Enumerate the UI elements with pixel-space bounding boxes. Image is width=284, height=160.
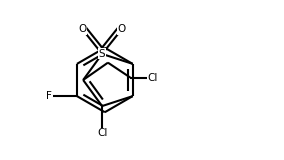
Text: F: F: [46, 91, 52, 101]
Text: Cl: Cl: [97, 128, 107, 138]
Text: O: O: [118, 24, 126, 34]
Text: Cl: Cl: [147, 72, 158, 83]
Text: O: O: [78, 24, 86, 34]
Text: S: S: [99, 49, 105, 59]
